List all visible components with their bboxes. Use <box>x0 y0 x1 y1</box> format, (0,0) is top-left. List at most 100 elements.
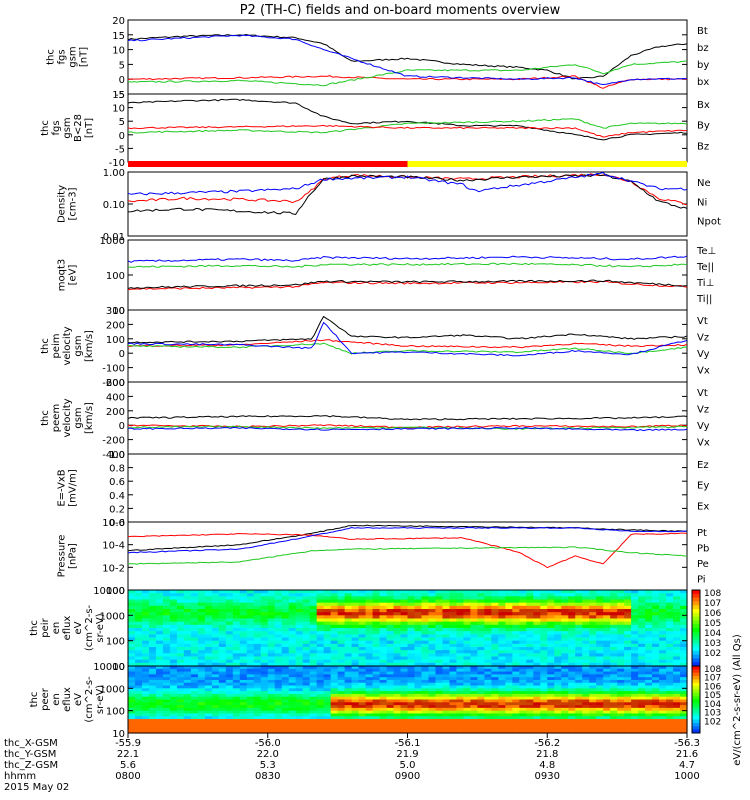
heatmap-cell <box>253 631 262 635</box>
heatmap-cell <box>638 671 646 675</box>
heatmap-cell <box>610 713 618 717</box>
heatmap-cell <box>358 653 367 658</box>
heatmap-cell <box>505 685 513 689</box>
heatmap-cell <box>274 716 283 720</box>
heatmap-cell <box>225 716 234 720</box>
heatmap-cell <box>456 609 464 613</box>
y-axis-label: fgs <box>51 120 62 135</box>
heatmap-cell <box>652 705 660 709</box>
heatmap-cell <box>610 612 618 616</box>
heatmap-cell <box>491 677 499 681</box>
heatmap-cell <box>666 634 674 639</box>
series-line-bz <box>127 75 688 89</box>
heatmap-cell <box>435 605 444 610</box>
heatmap-cell <box>582 719 590 723</box>
heatmap-cell <box>421 618 430 623</box>
heatmap-cell <box>442 662 451 667</box>
heatmap-cell <box>386 705 395 709</box>
heatmap-cell <box>134 650 143 654</box>
heatmap-cell <box>680 677 688 681</box>
heatmap-cell <box>302 615 311 620</box>
heatmap-cell <box>568 640 576 645</box>
mode-bar-segment <box>128 161 408 167</box>
heatmap-cell <box>211 662 220 667</box>
heatmap-cell <box>610 647 618 651</box>
heatmap-cell <box>442 688 451 692</box>
heatmap-cell <box>309 653 318 658</box>
heatmap-cell <box>414 596 423 601</box>
heatmap-cell <box>673 716 681 720</box>
heatmap-cell <box>386 593 395 597</box>
heatmap-cell <box>624 688 632 692</box>
heatmap-cell <box>169 682 178 687</box>
heatmap-cell <box>414 693 423 698</box>
heatmap-cell <box>519 688 527 692</box>
series-line-Vy <box>128 342 688 355</box>
heatmap-cell <box>477 653 485 658</box>
heatmap-cell <box>379 724 388 729</box>
heatmap-cell <box>281 724 290 729</box>
heatmap-cell <box>267 685 276 689</box>
heatmap-cell <box>330 656 339 661</box>
heatmap-cell <box>155 691 164 695</box>
heatmap-cell <box>295 671 304 675</box>
heatmap-cell <box>211 685 220 689</box>
heatmap-cell <box>645 666 653 670</box>
heatmap-cell <box>323 679 332 684</box>
heatmap-cell <box>309 710 318 715</box>
heatmap-cell <box>561 730 569 734</box>
heatmap-cell <box>421 596 430 601</box>
heatmap-cell <box>302 653 311 658</box>
heatmap-cell <box>533 727 541 731</box>
y-axis-label: eflux <box>62 616 73 641</box>
y-axis-label: (cm^2-s- <box>84 676 95 723</box>
heatmap-cell <box>288 668 297 673</box>
heatmap-cell <box>337 677 346 681</box>
heatmap-cell <box>533 668 541 673</box>
heatmap-cell <box>400 677 409 681</box>
y-tick-label: 10 <box>112 104 125 115</box>
heatmap-cell <box>659 710 667 715</box>
heatmap-cell <box>393 621 402 626</box>
heatmap-cell <box>533 634 541 639</box>
heatmap-cell <box>680 705 688 709</box>
heatmap-cell <box>316 631 325 635</box>
colorbar-cell <box>692 605 700 610</box>
heatmap-cell <box>344 650 353 654</box>
heatmap-cell <box>414 679 423 684</box>
heatmap-cell <box>659 599 667 604</box>
heatmap-cell <box>603 721 611 726</box>
heatmap-cell <box>162 618 171 623</box>
heatmap-cell <box>407 716 416 720</box>
heatmap-cell <box>295 724 304 729</box>
heatmap-cell <box>554 713 562 717</box>
heatmap-cell <box>463 656 471 661</box>
heatmap-cell <box>449 643 458 648</box>
heatmap-cell <box>330 653 339 658</box>
heatmap-cell <box>330 730 339 734</box>
heatmap-cell <box>239 602 248 607</box>
heatmap-cell <box>155 721 164 726</box>
heatmap-cell <box>386 727 395 731</box>
heatmap-cell <box>659 659 667 664</box>
heatmap-cell <box>351 716 360 720</box>
heatmap-cell <box>421 677 430 681</box>
heatmap-cell <box>680 668 688 673</box>
heatmap-cell <box>295 710 304 715</box>
heatmap-cell <box>456 605 464 610</box>
heatmap-cell <box>386 590 395 594</box>
heatmap-cell <box>148 671 157 675</box>
heatmap-cell <box>435 719 444 723</box>
heatmap-cell <box>211 634 220 639</box>
heatmap-cell <box>232 656 241 661</box>
heatmap-cell <box>673 721 681 726</box>
heatmap-cell <box>491 631 499 635</box>
heatmap-cell <box>225 666 234 670</box>
heatmap-cell <box>246 653 255 658</box>
heatmap-cell <box>148 699 157 703</box>
heatmap-cell <box>526 612 534 616</box>
heatmap-cell <box>169 716 178 720</box>
heatmap-cell <box>519 699 527 703</box>
heatmap-cell <box>603 637 611 642</box>
